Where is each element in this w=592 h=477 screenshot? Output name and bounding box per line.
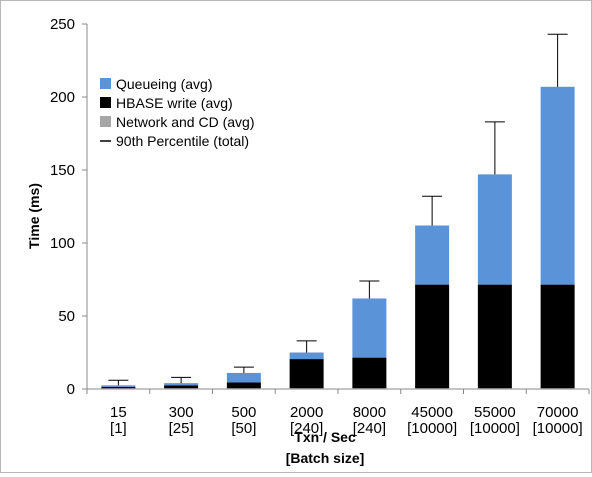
bar-hbase-write-avg — [226, 382, 261, 389]
bar-hbase-write-avg — [352, 357, 387, 389]
tick-labels: 05010015020025015[1]300[25]500[50]2000[2… — [50, 16, 583, 437]
bar-network-and-cd-avg — [289, 388, 324, 389]
x-batch-label: [10000] — [470, 420, 520, 437]
bar-network-and-cd-avg — [415, 388, 450, 389]
bar-queueing-avg — [289, 352, 324, 360]
x-tick-label: 500 — [231, 404, 256, 421]
x-batch-label: [10000] — [407, 420, 457, 437]
y-tick-label: 150 — [50, 162, 75, 179]
legend-label: Queueing (avg) — [116, 76, 213, 92]
x-batch-label: [1] — [110, 420, 127, 437]
y-tick-label: 50 — [58, 308, 75, 325]
y-tick-label: 200 — [50, 89, 75, 106]
x-batch-label: [240] — [353, 420, 386, 437]
legend-label: 90th Percentile (total) — [116, 133, 249, 149]
bar-queueing-avg — [164, 383, 199, 386]
legend-label: Network and CD (avg) — [116, 114, 255, 130]
legend: Queueing (avg) HBASE write (avg) Network a… — [100, 76, 255, 149]
x-tick-label: 55000 — [474, 404, 516, 421]
y-tick-label: 100 — [50, 235, 75, 252]
x-tick-label: 8000 — [353, 404, 386, 421]
legend-swatch — [100, 97, 111, 108]
y-axis-title: Time (ms) — [26, 183, 42, 249]
x-batch-label: [50] — [231, 420, 256, 437]
x-tick-label: 300 — [169, 404, 194, 421]
bar-hbase-write-avg — [164, 385, 199, 389]
bar-network-and-cd-avg — [352, 388, 387, 389]
bar-queueing-avg — [226, 372, 261, 383]
bar-hbase-write-avg — [101, 386, 136, 389]
legend-swatch — [100, 116, 111, 127]
bar-queueing-avg — [352, 298, 387, 358]
error-bars — [108, 33, 568, 386]
bar-hbase-write-avg — [289, 359, 324, 389]
bar-hbase-write-avg — [540, 284, 575, 389]
bar-network-and-cd-avg — [477, 388, 512, 389]
bars — [101, 86, 575, 389]
bar-queueing-avg — [101, 385, 136, 387]
y-tick-label: 250 — [50, 16, 75, 33]
x-tick-label: 70000 — [537, 404, 579, 421]
x-tick-label: 45000 — [411, 404, 453, 421]
bar-hbase-write-avg — [415, 284, 450, 389]
bar-network-and-cd-avg — [164, 388, 199, 389]
bar-queueing-avg — [415, 225, 450, 285]
x-axis-title: Txn / Sec — [294, 429, 356, 445]
x-batch-label: [10000] — [533, 420, 583, 437]
x-batch-label: [25] — [169, 420, 194, 437]
x-tick-label: 2000 — [290, 404, 323, 421]
bar-hbase-write-avg — [477, 284, 512, 389]
x-tick-label: 15 — [110, 404, 127, 421]
legend-swatch — [100, 78, 111, 89]
bar-queueing-avg — [540, 86, 575, 285]
bar-network-and-cd-avg — [540, 388, 575, 389]
legend-label: HBASE write (avg) — [116, 95, 233, 111]
y-tick-label: 0 — [67, 381, 75, 398]
x-axis-subtitle: [Batch size] — [286, 450, 365, 466]
bar-queueing-avg — [477, 174, 512, 285]
x-batch-label: [240] — [290, 420, 323, 437]
bar-network-and-cd-avg — [226, 388, 261, 389]
bar-network-and-cd-avg — [101, 388, 136, 389]
